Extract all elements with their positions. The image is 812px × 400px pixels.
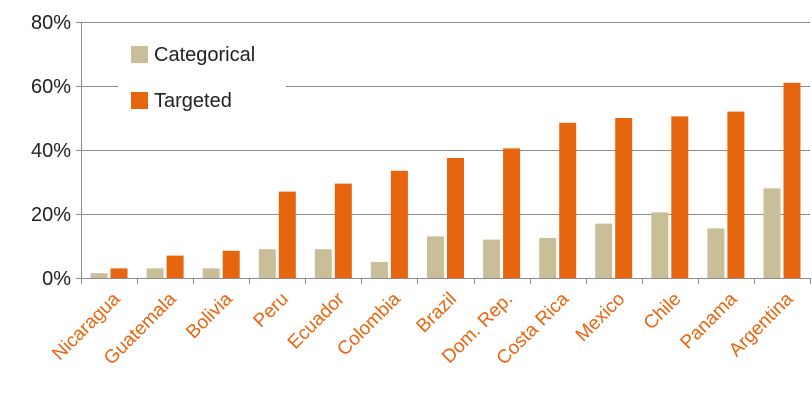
bar-targeted-peru	[278, 191, 296, 278]
bar-categorical-guatemala	[146, 268, 164, 278]
y-tick-label: 20%	[31, 204, 71, 226]
bar-categorical-bolivia	[202, 268, 220, 278]
y-tick-label: 60%	[31, 76, 71, 98]
legend: Categorical Targeted	[118, 36, 286, 124]
bar-categorical-peru	[258, 249, 276, 278]
bar-targeted-panama	[727, 111, 745, 278]
x-tick-label: Mexico	[572, 289, 629, 346]
bar-categorical-argentina	[763, 188, 781, 278]
bar-targeted-colombia	[390, 170, 408, 278]
x-tick-label: Brazil	[413, 289, 461, 337]
bar-targeted-argentina	[783, 82, 801, 278]
legend-swatch-categorical	[131, 46, 148, 63]
bar-targeted-ecuador	[334, 183, 352, 278]
axes	[76, 22, 811, 284]
y-tick-label: 0%	[42, 268, 71, 290]
bar-categorical-chile	[651, 212, 669, 278]
bar-targeted-brazil	[447, 158, 464, 278]
x-tick-label: Bolivia	[182, 288, 237, 343]
bars	[90, 82, 801, 279]
bar-categorical-dom-rep	[483, 239, 501, 278]
x-tick-label: Peru	[250, 289, 293, 332]
bar-categorical-nicaragua	[90, 273, 108, 278]
bar-targeted-guatemala	[166, 255, 184, 278]
bar-categorical-panama	[707, 228, 725, 278]
bar-categorical-brazil	[427, 236, 444, 278]
bar-categorical-costa-rica	[539, 238, 557, 278]
bar-categorical-colombia	[370, 262, 388, 278]
y-tick-label: 40%	[31, 140, 71, 162]
y-tick-labels: 0% 20% 40% 60% 80%	[31, 12, 71, 290]
legend-swatch-targeted	[131, 92, 148, 109]
bar-targeted-dom-rep	[503, 148, 521, 278]
bar-targeted-bolivia	[222, 250, 240, 278]
legend-label-targeted: Targeted	[154, 90, 232, 112]
bar-targeted-chile	[671, 116, 689, 279]
bar-targeted-mexico	[615, 118, 633, 278]
bar-categorical-mexico	[595, 223, 613, 278]
bar-targeted-costa-rica	[559, 122, 577, 278]
legend-label-categorical: Categorical	[154, 44, 255, 66]
bar-categorical-ecuador	[314, 249, 332, 278]
x-tick-label: Chile	[640, 289, 685, 334]
y-tick-label: 80%	[31, 12, 71, 34]
bar-targeted-nicaragua	[110, 268, 128, 278]
